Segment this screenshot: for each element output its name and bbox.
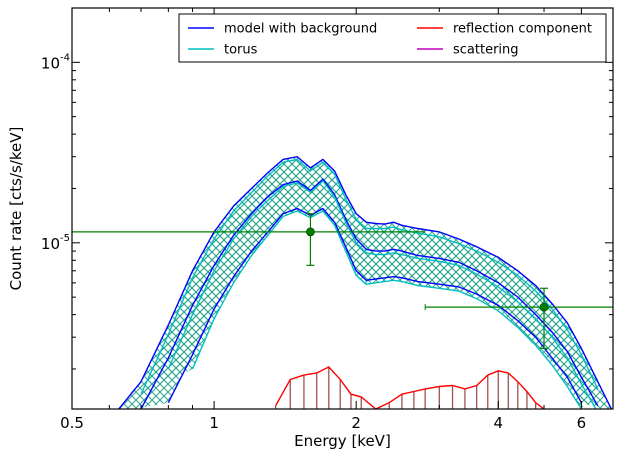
legend-entry: reflection component (453, 22, 592, 37)
x-tick-label: 6 (577, 414, 587, 432)
data-point (539, 302, 549, 312)
x-axis-label: Energy [keV] (294, 432, 391, 450)
uncertainty-bands (118, 156, 612, 409)
series-line-model-with-background-middle (140, 178, 599, 409)
legend: model with background torus reflection com… (178, 13, 607, 63)
legend-entry: model with background (224, 22, 377, 37)
y-axis-label: Count rate [cts/s/keV] (7, 127, 25, 291)
legend-box (178, 13, 607, 63)
data-points (72, 213, 613, 349)
x-tick-label: 1 (209, 414, 219, 432)
series-line-torus-lower (191, 210, 582, 409)
series-line-torus-upper (140, 158, 599, 395)
y-tick-exponent: -5 (60, 233, 70, 244)
y-axis-ticks: 10-510-4 (41, 7, 613, 370)
x-tick-label: 2 (351, 414, 361, 432)
y-tick-label: 10 (41, 54, 60, 72)
legend-entry: torus (224, 43, 258, 58)
reflection-component (274, 366, 547, 409)
data-point (306, 227, 315, 237)
series-line-model-with-background-lower (167, 207, 583, 404)
x-tick-label: 4 (494, 414, 504, 432)
legend-entry: scattering (453, 43, 519, 58)
y-tick-label: 10 (41, 235, 60, 253)
x-axis-ticks: 0.5 1 2 4 6 (60, 8, 614, 432)
plot-frame (71, 7, 614, 410)
band-torus (141, 159, 598, 409)
reflection-line (274, 366, 547, 409)
y-tick-exponent: -4 (60, 52, 70, 63)
series-line-model-with-background-upper (117, 155, 613, 409)
x-tick-label: 0.5 (60, 414, 84, 432)
